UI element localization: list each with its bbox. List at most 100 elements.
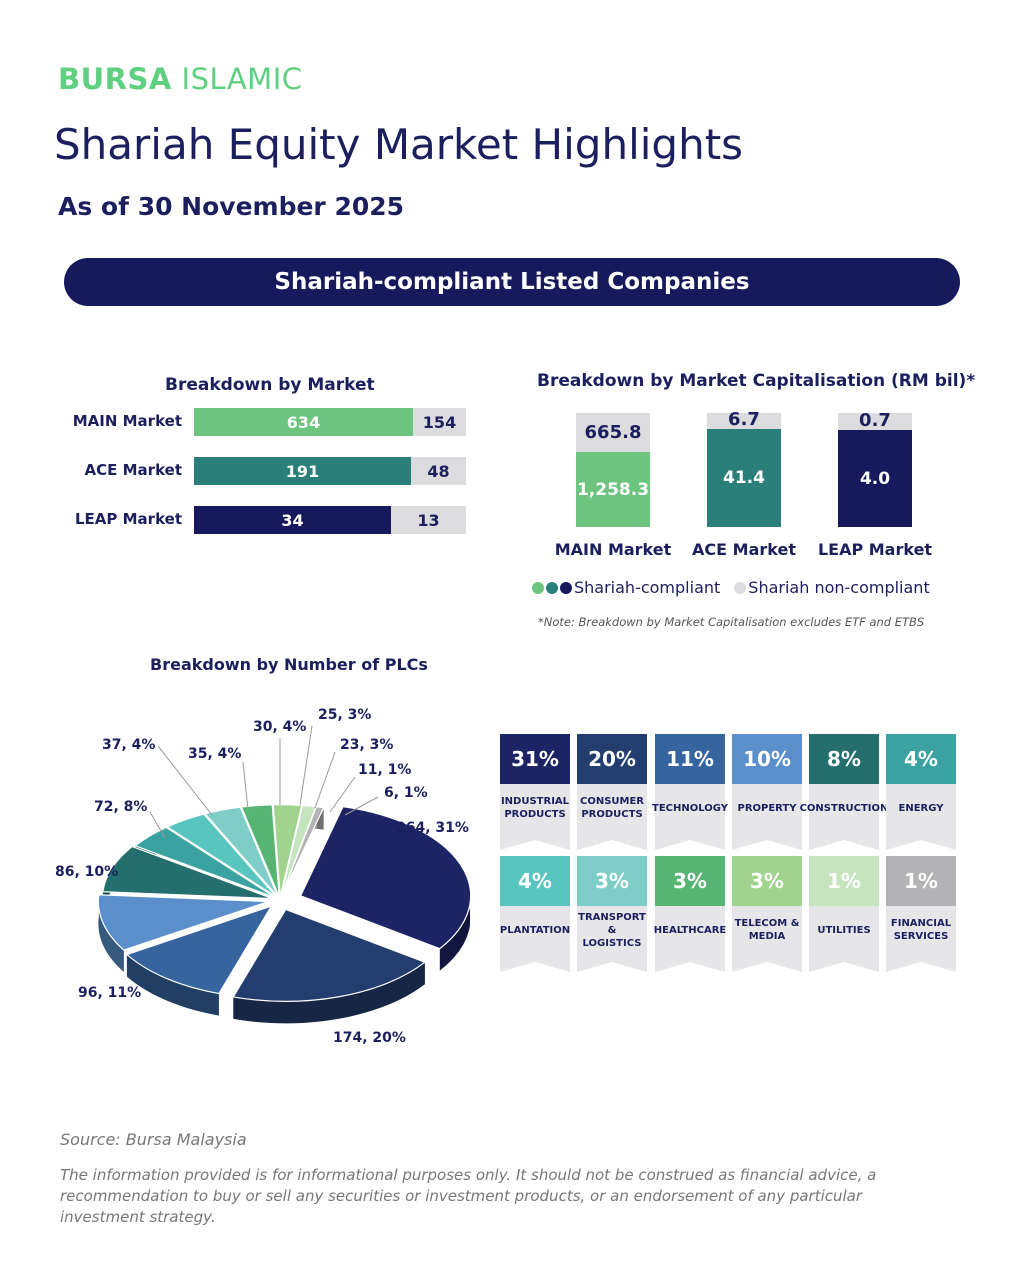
brand-logo: BURSA ISLAMIC	[58, 62, 303, 96]
market-chart-title: Breakdown by Market	[165, 375, 375, 395]
sector-percentage: 10%	[732, 734, 802, 784]
bar-segment-non-compliant: 154	[413, 408, 466, 436]
bar-segment-compliant: 191	[194, 457, 411, 485]
sector-tile: 31% INDUSTRIAL PRODUCTS	[500, 734, 570, 850]
mcap-bar: 6.7 41.4	[707, 411, 781, 527]
sector-tile: 3% HEALTHCARE	[654, 856, 726, 972]
mcap-bar: 0.7 4.0	[838, 412, 912, 527]
sector-name: TECHNOLOGY	[652, 784, 728, 840]
page-title: Shariah Equity Market Highlights	[54, 120, 744, 169]
pie-slice-side	[126, 954, 219, 1016]
mcap-chart-title: Breakdown by Market Capitalisation (RM b…	[537, 371, 976, 391]
mcap-note: *Note: Breakdown by Market Capitalisatio…	[538, 615, 925, 629]
pie-slice-top	[203, 806, 279, 898]
legend-compliant: Shariah-compliant	[574, 578, 721, 597]
pie-slice	[280, 806, 325, 898]
sector-name: CONSUMER PRODUCTS	[577, 784, 647, 840]
pie-slice	[240, 804, 280, 897]
pie-chart-title: Breakdown by Number of PLCs	[150, 655, 428, 674]
brand-light: ISLAMIC	[171, 62, 303, 96]
market-label: MAIN Market	[72, 412, 182, 430]
bar-segment-compliant: 634	[194, 408, 413, 436]
sector-tile: 10% PROPERTY	[732, 734, 802, 850]
pie-slice	[299, 806, 470, 971]
pie-data-label: 11, 1%	[358, 762, 412, 778]
pie-slice-top	[166, 813, 278, 898]
pie-data-label: 86, 10%	[55, 864, 119, 880]
bar-segment-non-compliant: 48	[411, 457, 466, 485]
sector-name: TRANSPORT & LOGISTICS	[577, 906, 647, 962]
sector-percentage: 20%	[577, 734, 647, 784]
tile-notch	[577, 962, 647, 972]
sector-tile: 4% PLANTATION	[500, 856, 570, 972]
pie-slice-side	[98, 894, 124, 973]
pie-data-label: 30, 4%	[253, 719, 307, 735]
bar-segment-compliant: 34	[194, 506, 391, 534]
pie-leader-line	[299, 725, 313, 806]
pie-data-label: 6, 1%	[384, 785, 428, 801]
pie-slice	[125, 904, 273, 1016]
pie-leader-line	[149, 811, 166, 839]
plc-pie-chart	[97, 725, 470, 1024]
tile-notch	[809, 840, 879, 850]
pie-slice-top	[125, 904, 273, 995]
sector-percentage: 1%	[809, 856, 879, 906]
sector-percentage: 11%	[655, 734, 725, 784]
mcap-segment-non-compliant: 6.7	[707, 411, 781, 429]
pie-data-label: 174, 20%	[333, 1030, 406, 1046]
pie-slice-top	[299, 806, 470, 950]
market-label: LEAP Market	[75, 510, 182, 528]
pie-slice	[102, 845, 273, 914]
tile-notch	[655, 962, 725, 972]
sector-percentage: 4%	[500, 856, 570, 906]
source-note: Source: Bursa Malaysia	[60, 1130, 247, 1149]
mcap-category-label: LEAP Market	[817, 540, 933, 559]
pie-data-label: 35, 4%	[188, 746, 242, 762]
sector-tile: 1% FINANCIAL SERVICES	[886, 856, 956, 972]
tile-notch	[577, 840, 647, 850]
sector-name: UTILITIES	[809, 906, 879, 962]
tile-notch	[732, 840, 802, 850]
mcap-legend: Shariah-compliant Shariah non-compliant	[532, 578, 930, 597]
pie-slice-top	[280, 806, 325, 898]
pie-slice-top	[134, 826, 276, 899]
pie-data-label: 23, 3%	[340, 737, 394, 753]
sector-name: TELECOM & MEDIA	[732, 906, 802, 962]
sector-tile: 11% TECHNOLOGY	[652, 734, 728, 850]
pie-data-label: 25, 3%	[318, 707, 372, 723]
sector-tile: 1% UTILITIES	[809, 856, 879, 972]
pie-slice-top	[97, 894, 269, 951]
sector-percentage: 4%	[886, 734, 956, 784]
pie-data-label: 96, 11%	[78, 985, 142, 1001]
sector-name: CONSTRUCTION	[800, 784, 888, 840]
tile-notch	[732, 962, 802, 972]
market-bar: 191 48	[194, 457, 466, 485]
pie-leader-line	[329, 776, 356, 813]
pie-slice-top	[102, 845, 273, 900]
pie-slice-top	[272, 804, 303, 897]
pie-data-label: 37, 4%	[102, 737, 156, 753]
sector-tile: 8% CONSTRUCTION	[800, 734, 888, 850]
as-of-date: As of 30 November 2025	[58, 192, 405, 221]
sector-percentage: 3%	[577, 856, 647, 906]
mcap-category-label: ACE Market	[692, 540, 796, 559]
sector-tile: 3% TRANSPORT & LOGISTICS	[577, 856, 647, 972]
mcap-category-label: MAIN Market	[554, 540, 672, 559]
pie-leader-line	[314, 751, 336, 809]
tile-notch	[500, 962, 570, 972]
market-bar: 34 13	[194, 506, 466, 534]
disclaimer: The information provided is for informat…	[60, 1166, 877, 1226]
mcap-bar: 665.8 1,258.3	[576, 413, 650, 527]
sector-tile: 3% TELECOM & MEDIA	[732, 856, 802, 972]
sector-name: FINANCIAL SERVICES	[886, 906, 956, 962]
sector-percentage: 31%	[500, 734, 570, 784]
sector-tile: 4% ENERGY	[886, 734, 956, 850]
legend-dot-navy	[560, 581, 572, 594]
sector-percentage: 1%	[886, 856, 956, 906]
pie-slice	[97, 894, 269, 973]
tile-notch	[886, 962, 956, 972]
mcap-segment-compliant: 1,258.3	[576, 452, 650, 527]
brand-bold: BURSA	[58, 62, 172, 96]
market-label: ACE Market	[84, 461, 182, 479]
sector-name: PROPERTY	[732, 784, 802, 840]
